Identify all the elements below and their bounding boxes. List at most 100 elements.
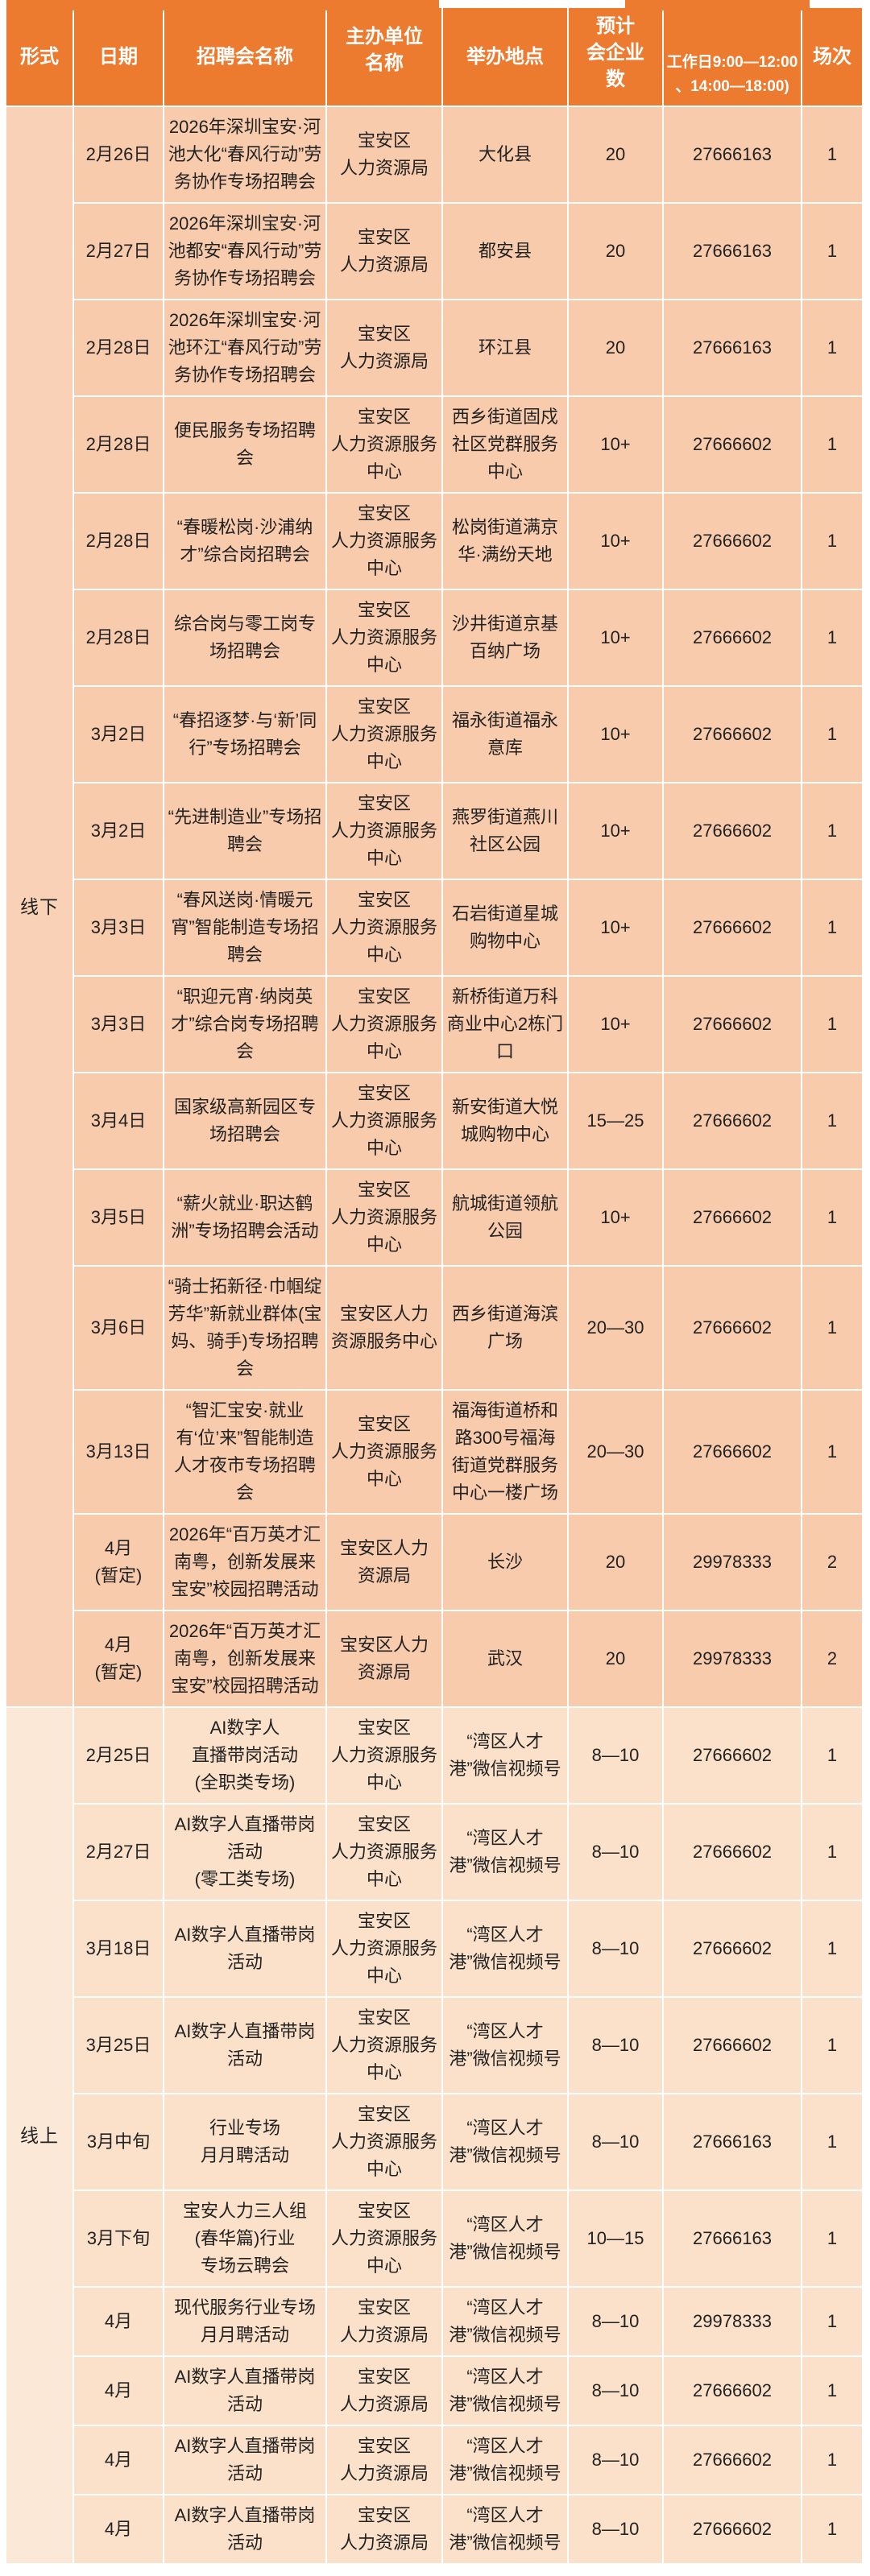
cell-fair-name: “骑士拓新径·巾帼绽芳华”新就业群体(宝妈、骑手)专场招聘会: [164, 1267, 327, 1391]
cell-company-count: 8—10: [569, 1805, 664, 1901]
cell-date: 3月25日: [74, 1998, 164, 2094]
cell-company-count: 10+: [569, 784, 664, 880]
cell-phone: 27666602: [664, 784, 802, 880]
cell-venue: 航城街道领航公园: [443, 1170, 569, 1267]
cell-date: 2月26日: [74, 107, 164, 204]
cell-phone: 27666602: [664, 977, 802, 1073]
table-row: 3月13日 “智汇宝安·就业有‘位’来”智能制造人才夜市专场招聘会 宝安区 人力资源…: [6, 1391, 864, 1515]
cell-date: 4月: [74, 2288, 164, 2357]
cell-organizer: 宝安区 人力资源服务中心: [327, 784, 443, 880]
cell-venue: “湾区人才港”微信视频号: [443, 2094, 569, 2191]
cell-phone: 27666602: [664, 1391, 802, 1515]
cell-fair-name: “职迎元宵·纳岗英才”综合岗专场招聘会: [164, 977, 327, 1073]
cell-date: 3月3日: [74, 880, 164, 977]
cell-date: 2月27日: [74, 204, 164, 300]
job-fair-schedule-table: 形式 日期 招聘会名称 主办单位 名称 举办地点 预计 会企业 数 工作日9:0…: [6, 8, 864, 2565]
table-row: 4月 AI数字人直播带岗活动 宝安区 人力资源局 “湾区人才港”微信视频号 8—10 27…: [6, 2357, 864, 2426]
cell-sessions: 2: [802, 1515, 864, 1611]
table-row: 3月2日 “先进制造业”专场招聘会 宝安区 人力资源服务中心 燕罗街道燕川社区公园 10…: [6, 784, 864, 880]
cell-sessions: 2: [802, 1611, 864, 1708]
header-venue: 举办地点: [443, 8, 569, 107]
cell-date: 2月27日: [74, 1805, 164, 1901]
cell-phone: 29978333: [664, 2288, 802, 2357]
cell-date: 3月2日: [74, 687, 164, 784]
table-row: 线下 2月26日 2026年深圳宝安·河池大化“春风行动”劳务协作专场招聘会 宝安区 …: [6, 107, 864, 1708]
cell-organizer: 宝安区 人力资源服务中心: [327, 494, 443, 590]
cell-venue: 新桥街道万科商业中心2栋门口: [443, 977, 569, 1073]
cell-phone: 27666602: [664, 1708, 802, 1805]
cell-fair-name: AI数字人 直播带岗活动 (全职类专场): [164, 1708, 327, 1805]
header-organizer: 主办单位 名称: [327, 8, 443, 107]
cell-organizer: 宝安区 人力资源服务中心: [327, 977, 443, 1073]
cell-organizer: 宝安区 人力资源局: [327, 2426, 443, 2495]
cell-organizer: 宝安区 人力资源局: [327, 2357, 443, 2426]
cell-sessions: 1: [802, 494, 864, 590]
table-row: 2月28日 2026年深圳宝安·河池环江“春风行动”劳务协作专场招聘会 宝安区 人力…: [6, 300, 864, 397]
cell-venue: 西乡街道海滨广场: [443, 1267, 569, 1391]
cell-date: 4月 (暂定): [74, 1611, 164, 1708]
cell-phone: 27666602: [664, 1267, 802, 1391]
cell-phone: 27666602: [664, 1073, 802, 1170]
table-row: 3月3日 “职迎元宵·纳岗英才”综合岗专场招聘会 宝安区 人力资源服务中心 新桥街道万…: [6, 977, 864, 1073]
cell-organizer: 宝安区 人力资源服务中心: [327, 687, 443, 784]
cell-date: 3月中旬: [74, 2094, 164, 2191]
cell-company-count: 8—10: [569, 2094, 664, 2191]
cell-venue: 沙井街道京基百纳广场: [443, 590, 569, 687]
cell-sessions: 1: [802, 300, 864, 397]
cell-company-count: 20: [569, 1611, 664, 1708]
cell-fair-name: 2026年深圳宝安·河池都安“春风行动”劳务协作专场招聘会: [164, 204, 327, 300]
cell-date: 3月5日: [74, 1170, 164, 1267]
cell-venue: 松岗街道满京华·满纷天地: [443, 494, 569, 590]
cell-fair-name: 2026年深圳宝安·河池环江“春风行动”劳务协作专场招聘会: [164, 300, 327, 397]
cell-venue: 大化县: [443, 107, 569, 204]
cell-company-count: 8—10: [569, 2288, 664, 2357]
cell-fair-name: 便民服务专场招聘会: [164, 397, 327, 494]
cell-organizer: 宝安区 人力资源局: [327, 107, 443, 204]
cell-company-count: 8—10: [569, 2426, 664, 2495]
cell-venue: “湾区人才港”微信视频号: [443, 2495, 569, 2565]
cell-company-count: 20—30: [569, 1391, 664, 1515]
cell-sessions: 1: [802, 1170, 864, 1267]
cell-company-count: 8—10: [569, 1901, 664, 1998]
table-row: 2月27日 AI数字人直播带岗活动 (零工类专场) 宝安区 人力资源服务中心 “湾区人…: [6, 1805, 864, 1901]
cell-venue: 长沙: [443, 1515, 569, 1611]
cell-fair-name: AI数字人直播带岗活动: [164, 1998, 327, 2094]
cell-date: 4月: [74, 2426, 164, 2495]
header-date: 日期: [74, 8, 164, 107]
table-row: 2月28日 综合岗与零工岗专场招聘会 宝安区 人力资源服务中心 沙井街道京基百纳广场 1…: [6, 590, 864, 687]
cell-date: 2月28日: [74, 590, 164, 687]
cell-sessions: 1: [802, 1998, 864, 2094]
header-format: 形式: [6, 8, 74, 107]
cell-company-count: 8—10: [569, 1998, 664, 2094]
cell-organizer: 宝安区 人力资源局: [327, 2495, 443, 2565]
header-fair-name: 招聘会名称: [164, 8, 327, 107]
cell-company-count: 8—10: [569, 2495, 664, 2565]
cell-organizer: 宝安区 人力资源服务中心: [327, 1901, 443, 1998]
cell-phone: 29978333: [664, 1515, 802, 1611]
cell-fair-name: AI数字人直播带岗活动: [164, 1901, 327, 1998]
cell-date: 3月18日: [74, 1901, 164, 1998]
table-row: 3月下旬 宝安人力三人组 (春华篇)行业 专场云聘会 宝安区 人力资源服务中心 “湾区…: [6, 2191, 864, 2288]
cell-date: 4月: [74, 2357, 164, 2426]
cell-phone: 27666602: [664, 397, 802, 494]
cell-sessions: 1: [802, 1073, 864, 1170]
table-row: 2月27日 2026年深圳宝安·河池都安“春风行动”劳务协作专场招聘会 宝安区 人力…: [6, 204, 864, 300]
section-label-offline: 线下: [6, 107, 74, 1708]
cell-phone: 27666602: [664, 590, 802, 687]
cell-organizer: 宝安区人力 资源服务中心: [327, 1267, 443, 1391]
cell-fair-name: AI数字人直播带岗活动: [164, 2357, 327, 2426]
cell-organizer: 宝安区 人力资源服务中心: [327, 1170, 443, 1267]
cell-fair-name: 宝安人力三人组 (春华篇)行业 专场云聘会: [164, 2191, 327, 2288]
cell-date: 4月 (暂定): [74, 1515, 164, 1611]
cell-venue: 新安街道大悦城购物中心: [443, 1073, 569, 1170]
cell-sessions: 1: [802, 107, 864, 204]
cell-organizer: 宝安区 人力资源服务中心: [327, 2191, 443, 2288]
cell-venue: “湾区人才港”微信视频号: [443, 2357, 569, 2426]
cell-company-count: 10+: [569, 1170, 664, 1267]
cell-venue: 都安县: [443, 204, 569, 300]
cell-date: 3月6日: [74, 1267, 164, 1391]
cell-fair-name: “薪火就业·职达鹤洲”专场招聘会活动: [164, 1170, 327, 1267]
header-sessions: 场次: [802, 8, 864, 107]
table-row: 4月 AI数字人直播带岗活动 宝安区 人力资源局 “湾区人才港”微信视频号 8—10 27…: [6, 2495, 864, 2565]
